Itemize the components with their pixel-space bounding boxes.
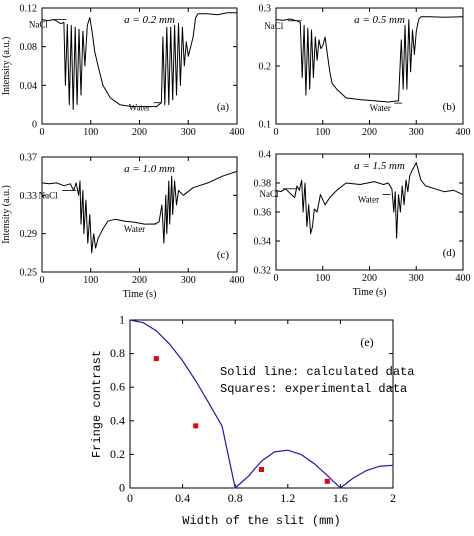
panel-label: (c) (217, 249, 230, 261)
y-axis-label: Fringe contrast (90, 350, 104, 458)
panel-e: 0 0.4 0.8 1.2 1.6 2 0 0.2 0.4 0.6 0.8 1 (e) Fringe co… (90, 313, 414, 529)
plot-frame (129, 319, 394, 489)
y-tick-label: 0.25 (20, 268, 38, 279)
panel-label: (e) (360, 335, 373, 349)
y-tick-label: 0.6 (110, 380, 125, 394)
nacl-label: NaCl (264, 21, 283, 31)
y-tick-label: 1 (119, 313, 125, 327)
slit-width-annotation: a = 1.0 mm (124, 163, 175, 175)
calculated-curve (129, 319, 394, 489)
y-tick-label: 0.36 (254, 208, 272, 219)
x-tick-label: 0 (40, 275, 45, 286)
y-tick-label: 0.2 (259, 62, 272, 73)
x-tick-label: 400 (456, 127, 471, 138)
panel-label: (d) (443, 247, 456, 259)
panel-label: (a) (217, 101, 230, 113)
y-tick-label: 0.04 (20, 81, 38, 92)
slit-width-annotation: a = 1.5 mm (354, 160, 405, 172)
x-axis-label: Time (s) (123, 289, 157, 300)
y-axis-label: Intensity (a.u.) (1, 185, 12, 244)
x-tick-label: 2 (390, 491, 396, 505)
data-point (324, 478, 330, 484)
x-axis-label: Width of the slit (mm) (182, 514, 340, 528)
y-tick-label: 0.29 (20, 229, 38, 240)
x-tick-label: 0.4 (175, 491, 190, 505)
intensity-trace (41, 170, 238, 254)
x-axis-label: Time (s) (353, 287, 387, 298)
nacl-label: NaCl (39, 191, 58, 201)
x-tick-label: 0 (274, 127, 279, 138)
x-tick-label: 200 (362, 273, 377, 284)
y-tick-label: 0.4 (259, 150, 272, 161)
y-axis-label: Intensity (a.u.) (1, 37, 12, 96)
panel-b: 0 100 200 300 400 0.1 0.2 0.3 NaCl Water a = 0.5 m… (259, 4, 471, 139)
slit-width-annotation: a = 0.2 mm (124, 14, 175, 26)
data-point (153, 356, 159, 362)
panel-c: 0 100 200 300 400 0.25 0.29 0.33 0.37 NaCl Water a … (1, 153, 245, 301)
x-tick-label: 200 (132, 127, 147, 138)
intensity-trace (275, 16, 464, 103)
slit-width-annotation: a = 0.5 mm (354, 14, 405, 26)
y-tick-label: 0.2 (110, 447, 125, 461)
data-point (259, 467, 264, 473)
water-label: Water (124, 224, 145, 234)
intensity-trace (41, 12, 237, 110)
y-tick-label: 0.3 (259, 4, 272, 15)
water-label: Water (358, 195, 379, 205)
x-tick-label: 300 (409, 273, 424, 284)
y-tick-label: 0.37 (20, 153, 38, 164)
y-tick-label: 0.32 (254, 266, 272, 277)
x-tick-label: 200 (362, 127, 377, 138)
y-tick-label: 0 (32, 120, 37, 131)
y-tick-label: 0.08 (20, 42, 38, 53)
x-tick-label: 400 (456, 273, 471, 284)
panel-label: (b) (443, 101, 456, 113)
y-tick-label: 0.8 (110, 346, 125, 360)
x-tick-label: 400 (230, 127, 245, 138)
x-tick-label: 300 (409, 127, 424, 138)
water-label: Water (370, 103, 391, 113)
x-tick-label: 300 (181, 127, 196, 138)
x-tick-label: 400 (230, 275, 245, 286)
nacl-label: NaCl (29, 20, 48, 30)
water-label: Water (129, 103, 150, 113)
x-tick-label: 100 (83, 275, 98, 286)
y-tick-label: 0.1 (259, 120, 272, 131)
y-tick-label: 0.38 (254, 179, 272, 190)
x-tick-label: 1.2 (280, 491, 295, 505)
x-tick-label: 100 (315, 127, 330, 138)
panel-d: 0 100 200 300 400 0.32 0.34 0.36 0.38 0.4 NaCl Wate… (254, 150, 471, 299)
data-point (193, 423, 199, 429)
x-tick-label: 0.8 (228, 491, 243, 505)
legend-text: Squares: experimental data (220, 382, 407, 396)
y-tick-label: 0.34 (254, 237, 272, 248)
x-tick-label: 200 (132, 275, 147, 286)
x-tick-label: 0 (127, 491, 133, 505)
y-tick-label: 0.33 (20, 191, 38, 202)
x-tick-label: 1.6 (333, 491, 348, 505)
x-tick-label: 300 (181, 275, 196, 286)
nacl-label: NaCl (260, 189, 279, 199)
y-tick-label: 0.12 (20, 4, 38, 15)
legend-text: Solid line: calculated data (220, 365, 414, 379)
x-tick-label: 0 (40, 127, 45, 138)
x-tick-label: 100 (315, 273, 330, 284)
x-tick-label: 100 (83, 127, 98, 138)
intensity-trace (275, 162, 464, 239)
y-tick-label: 0.4 (110, 413, 125, 427)
y-tick-label: 0 (119, 481, 125, 495)
panel-a: 0 100 200 300 400 0 0.04 0.08 0.12 NaCl Water a = 0… (1, 4, 245, 139)
x-tick-label: 0 (274, 273, 279, 284)
